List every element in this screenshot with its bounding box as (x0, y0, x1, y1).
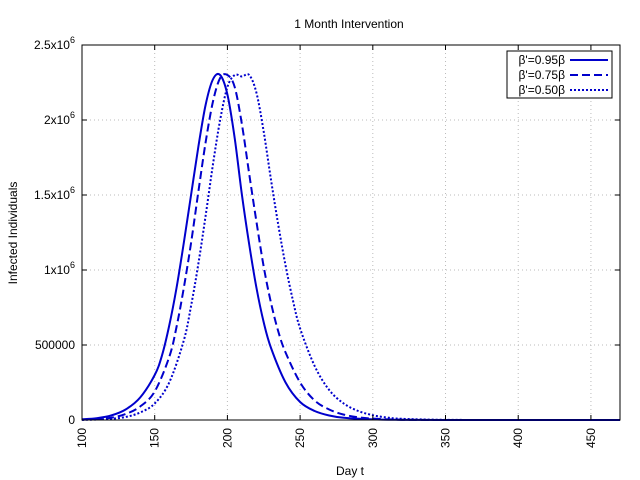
series-line-3 (81, 73, 620, 422)
x-tick-label: 300 (366, 428, 380, 448)
y-tick-label: 1.5x106 (34, 185, 75, 202)
y-axis-label: Infected Individuals (6, 182, 20, 285)
y-tick-label: 2.5x106 (34, 35, 75, 52)
y-tick-label: 500000 (35, 338, 75, 352)
x-axis-label: Day t (336, 464, 365, 478)
x-tick-label: 250 (293, 428, 307, 448)
x-tick-label: 450 (584, 428, 598, 448)
x-tick-label: 350 (439, 428, 453, 448)
series-line-2 (81, 73, 620, 422)
legend-label-1: β'=0.95β (519, 53, 566, 67)
legend-label-2: β'=0.75β (519, 68, 566, 82)
ticks: 0 500000 1x106 1.5x106 2x106 2.5x106 100 150 200… (34, 35, 620, 448)
plot-frame (81, 44, 621, 421)
series-line-1 (81, 72, 620, 422)
legend-label-3: β'=0.50β (519, 83, 566, 97)
chart-title: 1 Month Intervention (294, 17, 403, 31)
x-tick-label: 400 (511, 428, 525, 448)
x-tick-label: 200 (220, 428, 234, 448)
y-tick-label: 1x106 (44, 260, 75, 277)
grid (82, 45, 620, 420)
x-tick-label: 100 (75, 428, 89, 448)
y-tick-label: 2x106 (44, 110, 75, 127)
series-group (81, 72, 620, 422)
y-tick-label: 0 (68, 413, 75, 427)
x-tick-label: 150 (148, 428, 162, 448)
